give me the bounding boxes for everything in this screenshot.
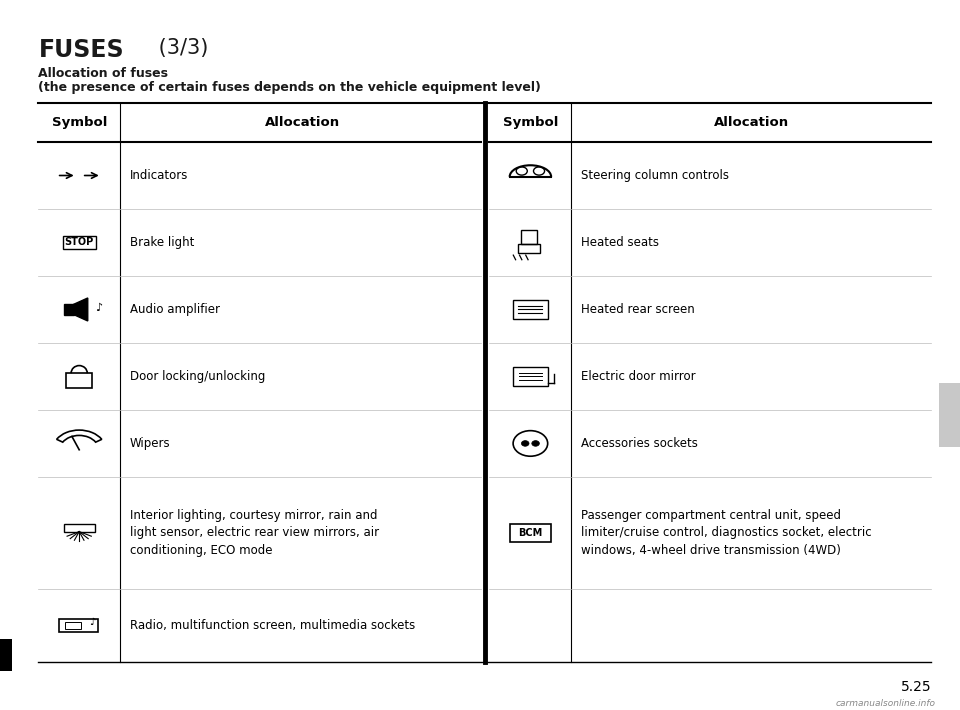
Text: 5.25: 5.25 <box>900 680 931 694</box>
Text: Allocation: Allocation <box>713 116 789 129</box>
Text: Audio amplifier: Audio amplifier <box>130 303 220 316</box>
Text: Interior lighting, courtesy mirror, rain and
light sensor, electric rear view mi: Interior lighting, courtesy mirror, rain… <box>130 509 379 557</box>
FancyBboxPatch shape <box>939 383 960 447</box>
Circle shape <box>521 441 529 447</box>
Text: Door locking/unlocking: Door locking/unlocking <box>130 370 265 383</box>
Text: Indicators: Indicators <box>130 169 188 182</box>
Circle shape <box>532 441 540 447</box>
Text: FUSES: FUSES <box>38 38 124 62</box>
Text: Heated seats: Heated seats <box>581 236 659 249</box>
Text: Allocation: Allocation <box>265 116 340 129</box>
Text: ♪: ♪ <box>95 302 102 312</box>
Text: Accessories sockets: Accessories sockets <box>581 437 698 450</box>
Text: carmanualsonline.info: carmanualsonline.info <box>836 699 936 708</box>
Text: Brake light: Brake light <box>130 236 194 249</box>
Text: (3/3): (3/3) <box>152 38 208 58</box>
Text: Radio, multifunction screen, multimedia sockets: Radio, multifunction screen, multimedia … <box>130 618 415 632</box>
Polygon shape <box>74 298 87 321</box>
Text: Steering column controls: Steering column controls <box>581 169 729 182</box>
Text: BCM: BCM <box>518 528 542 537</box>
Text: Symbol: Symbol <box>503 116 558 129</box>
Text: Symbol: Symbol <box>52 116 107 129</box>
Polygon shape <box>63 305 74 315</box>
Text: Electric door mirror: Electric door mirror <box>581 370 695 383</box>
Text: Passenger compartment central unit, speed
limiter/cruise control, diagnostics so: Passenger compartment central unit, spee… <box>581 509 872 557</box>
Text: Wipers: Wipers <box>130 437 170 450</box>
FancyBboxPatch shape <box>0 639 12 671</box>
Text: ♪: ♪ <box>89 617 96 627</box>
Text: STOP: STOP <box>64 237 94 248</box>
Text: Heated rear screen: Heated rear screen <box>581 303 694 316</box>
Text: (the presence of certain fuses depends on the vehicle equipment level): (the presence of certain fuses depends o… <box>38 81 541 94</box>
Text: Allocation of fuses: Allocation of fuses <box>38 67 168 80</box>
